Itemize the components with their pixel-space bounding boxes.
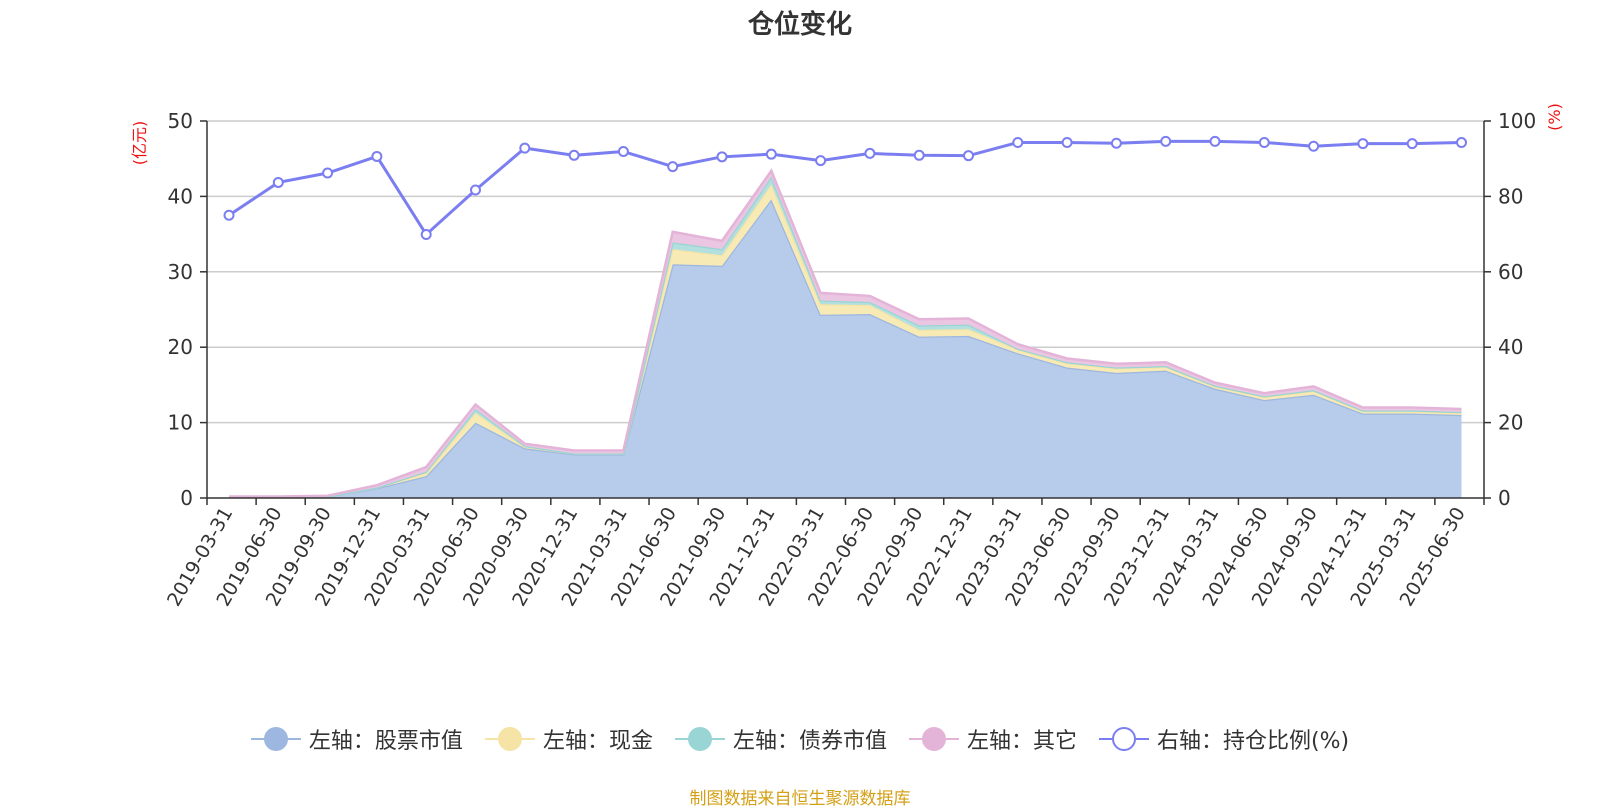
ratio-point xyxy=(963,150,974,162)
ratio-point xyxy=(1012,136,1024,148)
right-tick-label: 20 xyxy=(1498,411,1523,435)
ratio-point xyxy=(1061,136,1073,148)
right-axis-ticks: 0 20 40 60 80 100 xyxy=(1484,109,1536,510)
left-tick-label: 40 xyxy=(168,184,193,208)
legend-item[interactable]: 左轴：债券市值 xyxy=(674,723,887,755)
ratio-point xyxy=(765,148,777,160)
ratio-point xyxy=(864,147,876,159)
chart-svg: 0 10 20 30 40 50 0 20 40 60 80 100 2019-03-312019-… xyxy=(130,103,1564,610)
legend-item[interactable]: 左轴：现金 xyxy=(484,723,653,755)
right-tick-label: 100 xyxy=(1498,109,1536,133)
legend-item[interactable]: 左轴：其它 xyxy=(908,723,1077,755)
legend-label: 左轴：股票市值 xyxy=(308,729,463,754)
ratio-point xyxy=(1209,135,1221,147)
left-tick-label: 0 xyxy=(180,486,193,510)
right-axis-unit: (%) xyxy=(1545,103,1564,131)
right-tick-label: 80 xyxy=(1498,184,1523,208)
ratio-point xyxy=(322,167,334,179)
legend: 左轴：股票市值 左轴：现金 左轴：债券市值 左轴：其它 右轴：持仓比例(%) xyxy=(0,723,1600,755)
ratio-point xyxy=(470,184,481,196)
legend-label: 左轴：其它 xyxy=(966,729,1077,754)
legend-item[interactable]: 右轴：持仓比例(%) xyxy=(1098,723,1350,755)
ratio-point xyxy=(568,149,580,161)
left-tick-label: 50 xyxy=(168,109,193,133)
ratio-point xyxy=(1406,138,1418,150)
ratio-point xyxy=(519,142,531,154)
data-source-note: 制图数据来自恒生聚源数据库 xyxy=(689,789,911,809)
right-tick-label: 60 xyxy=(1498,260,1523,284)
right-tick-label: 40 xyxy=(1498,335,1523,359)
legend-label: 右轴：持仓比例(%) xyxy=(1156,729,1350,754)
legend-label: 左轴：债券市值 xyxy=(732,729,887,754)
legend-item[interactable]: 左轴：股票市值 xyxy=(250,723,463,755)
legend-marker-icon xyxy=(1098,726,1149,752)
ratio-point xyxy=(371,150,383,162)
ratio-point xyxy=(815,155,827,167)
ratio-point xyxy=(1456,136,1467,148)
left-axis-unit: (亿元) xyxy=(130,121,149,166)
ratio-point xyxy=(223,209,235,221)
chart-title: 仓位变化 xyxy=(747,10,852,40)
ratio-point xyxy=(420,228,432,240)
ratio-point xyxy=(1160,135,1172,147)
right-tick-label: 0 xyxy=(1498,486,1511,510)
legend-marker-icon xyxy=(250,726,301,752)
legend-marker-icon xyxy=(674,726,725,752)
ratio-point xyxy=(1357,138,1369,150)
ratio-point xyxy=(272,176,284,188)
left-tick-label: 10 xyxy=(168,411,193,435)
ratio-point xyxy=(1258,136,1270,148)
legend-marker-icon xyxy=(484,726,535,752)
legend-marker-icon xyxy=(908,726,959,752)
ratio-line-series xyxy=(223,135,1467,240)
area-series-line-3 xyxy=(229,168,1462,498)
ratio-point xyxy=(617,146,629,158)
ratio-point xyxy=(1308,140,1320,152)
left-tick-label: 20 xyxy=(168,335,193,359)
stacked-areas xyxy=(229,168,1462,499)
left-axis-ticks: 0 10 20 30 40 50 xyxy=(168,109,207,510)
ratio-line xyxy=(228,139,1462,237)
left-tick-label: 30 xyxy=(168,260,193,284)
ratio-point xyxy=(667,161,679,173)
ratio-point xyxy=(913,149,925,161)
legend-label: 左轴：现金 xyxy=(542,729,653,754)
ratio-point xyxy=(1110,137,1122,149)
area-series-0 xyxy=(229,199,1462,498)
ratio-point xyxy=(716,151,728,163)
x-axis-ticks: 2019-03-312019-06-302019-09-302019-12-31… xyxy=(163,498,1485,610)
